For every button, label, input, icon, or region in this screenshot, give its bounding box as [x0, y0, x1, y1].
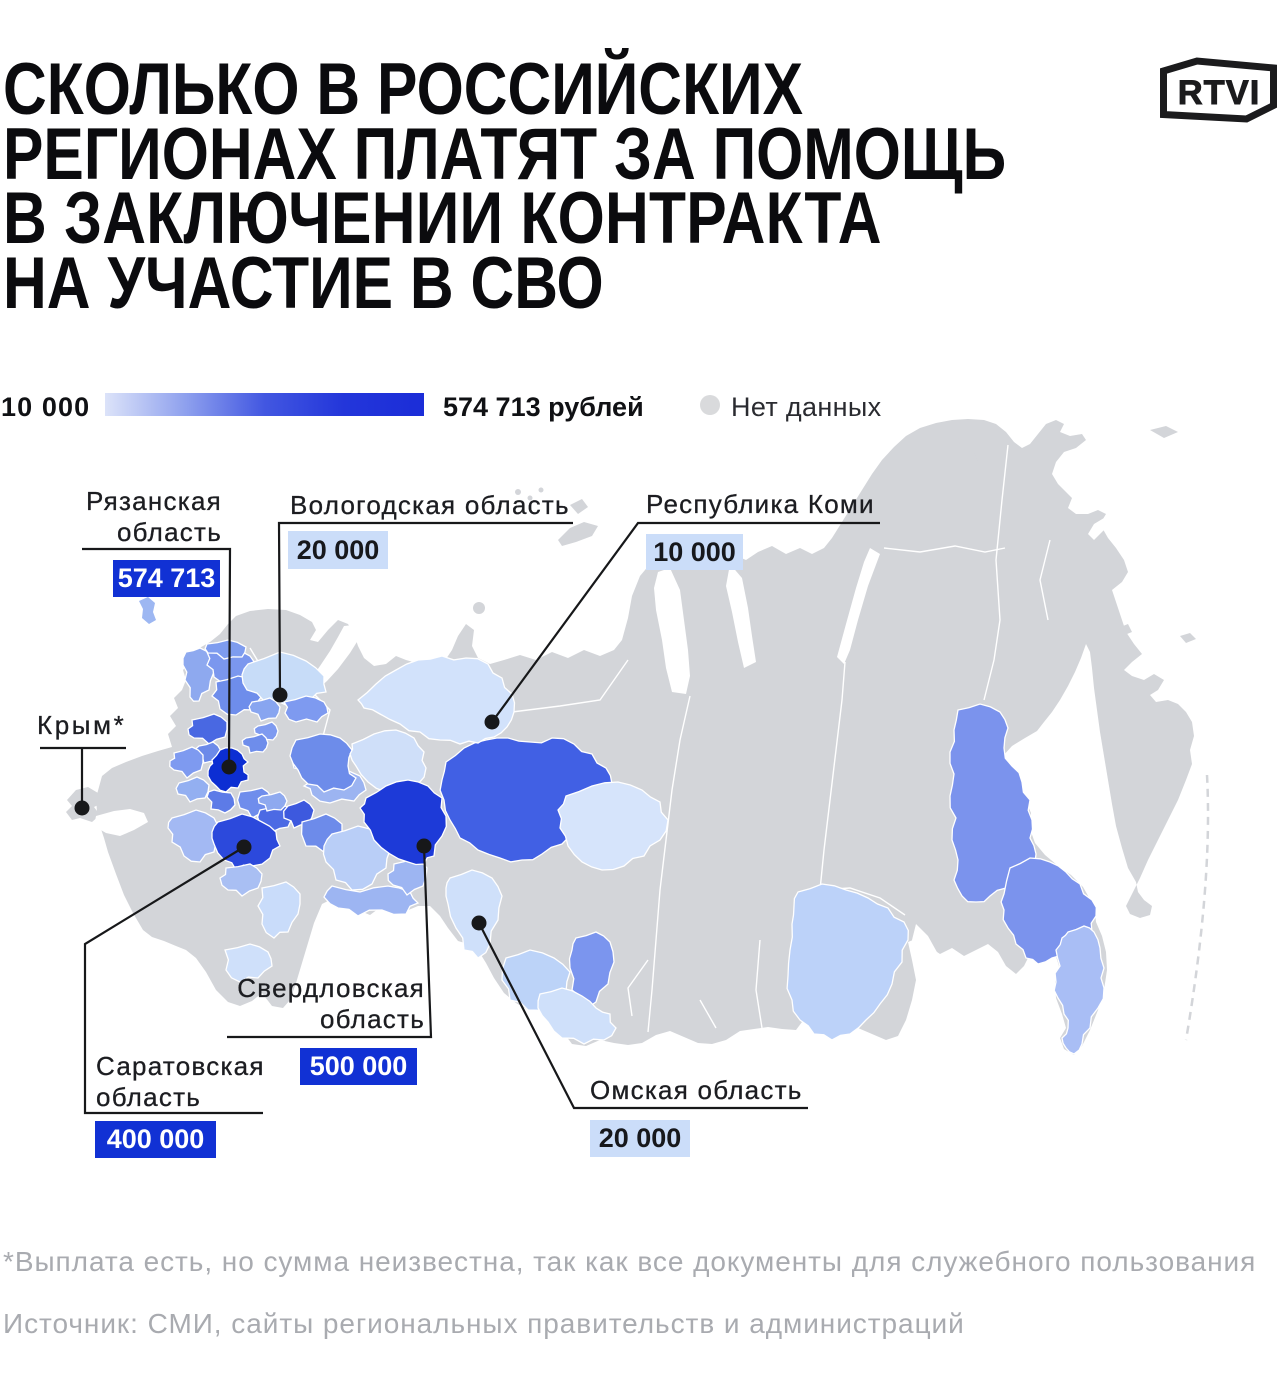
svg-text:RTVI: RTVI — [1178, 74, 1261, 112]
